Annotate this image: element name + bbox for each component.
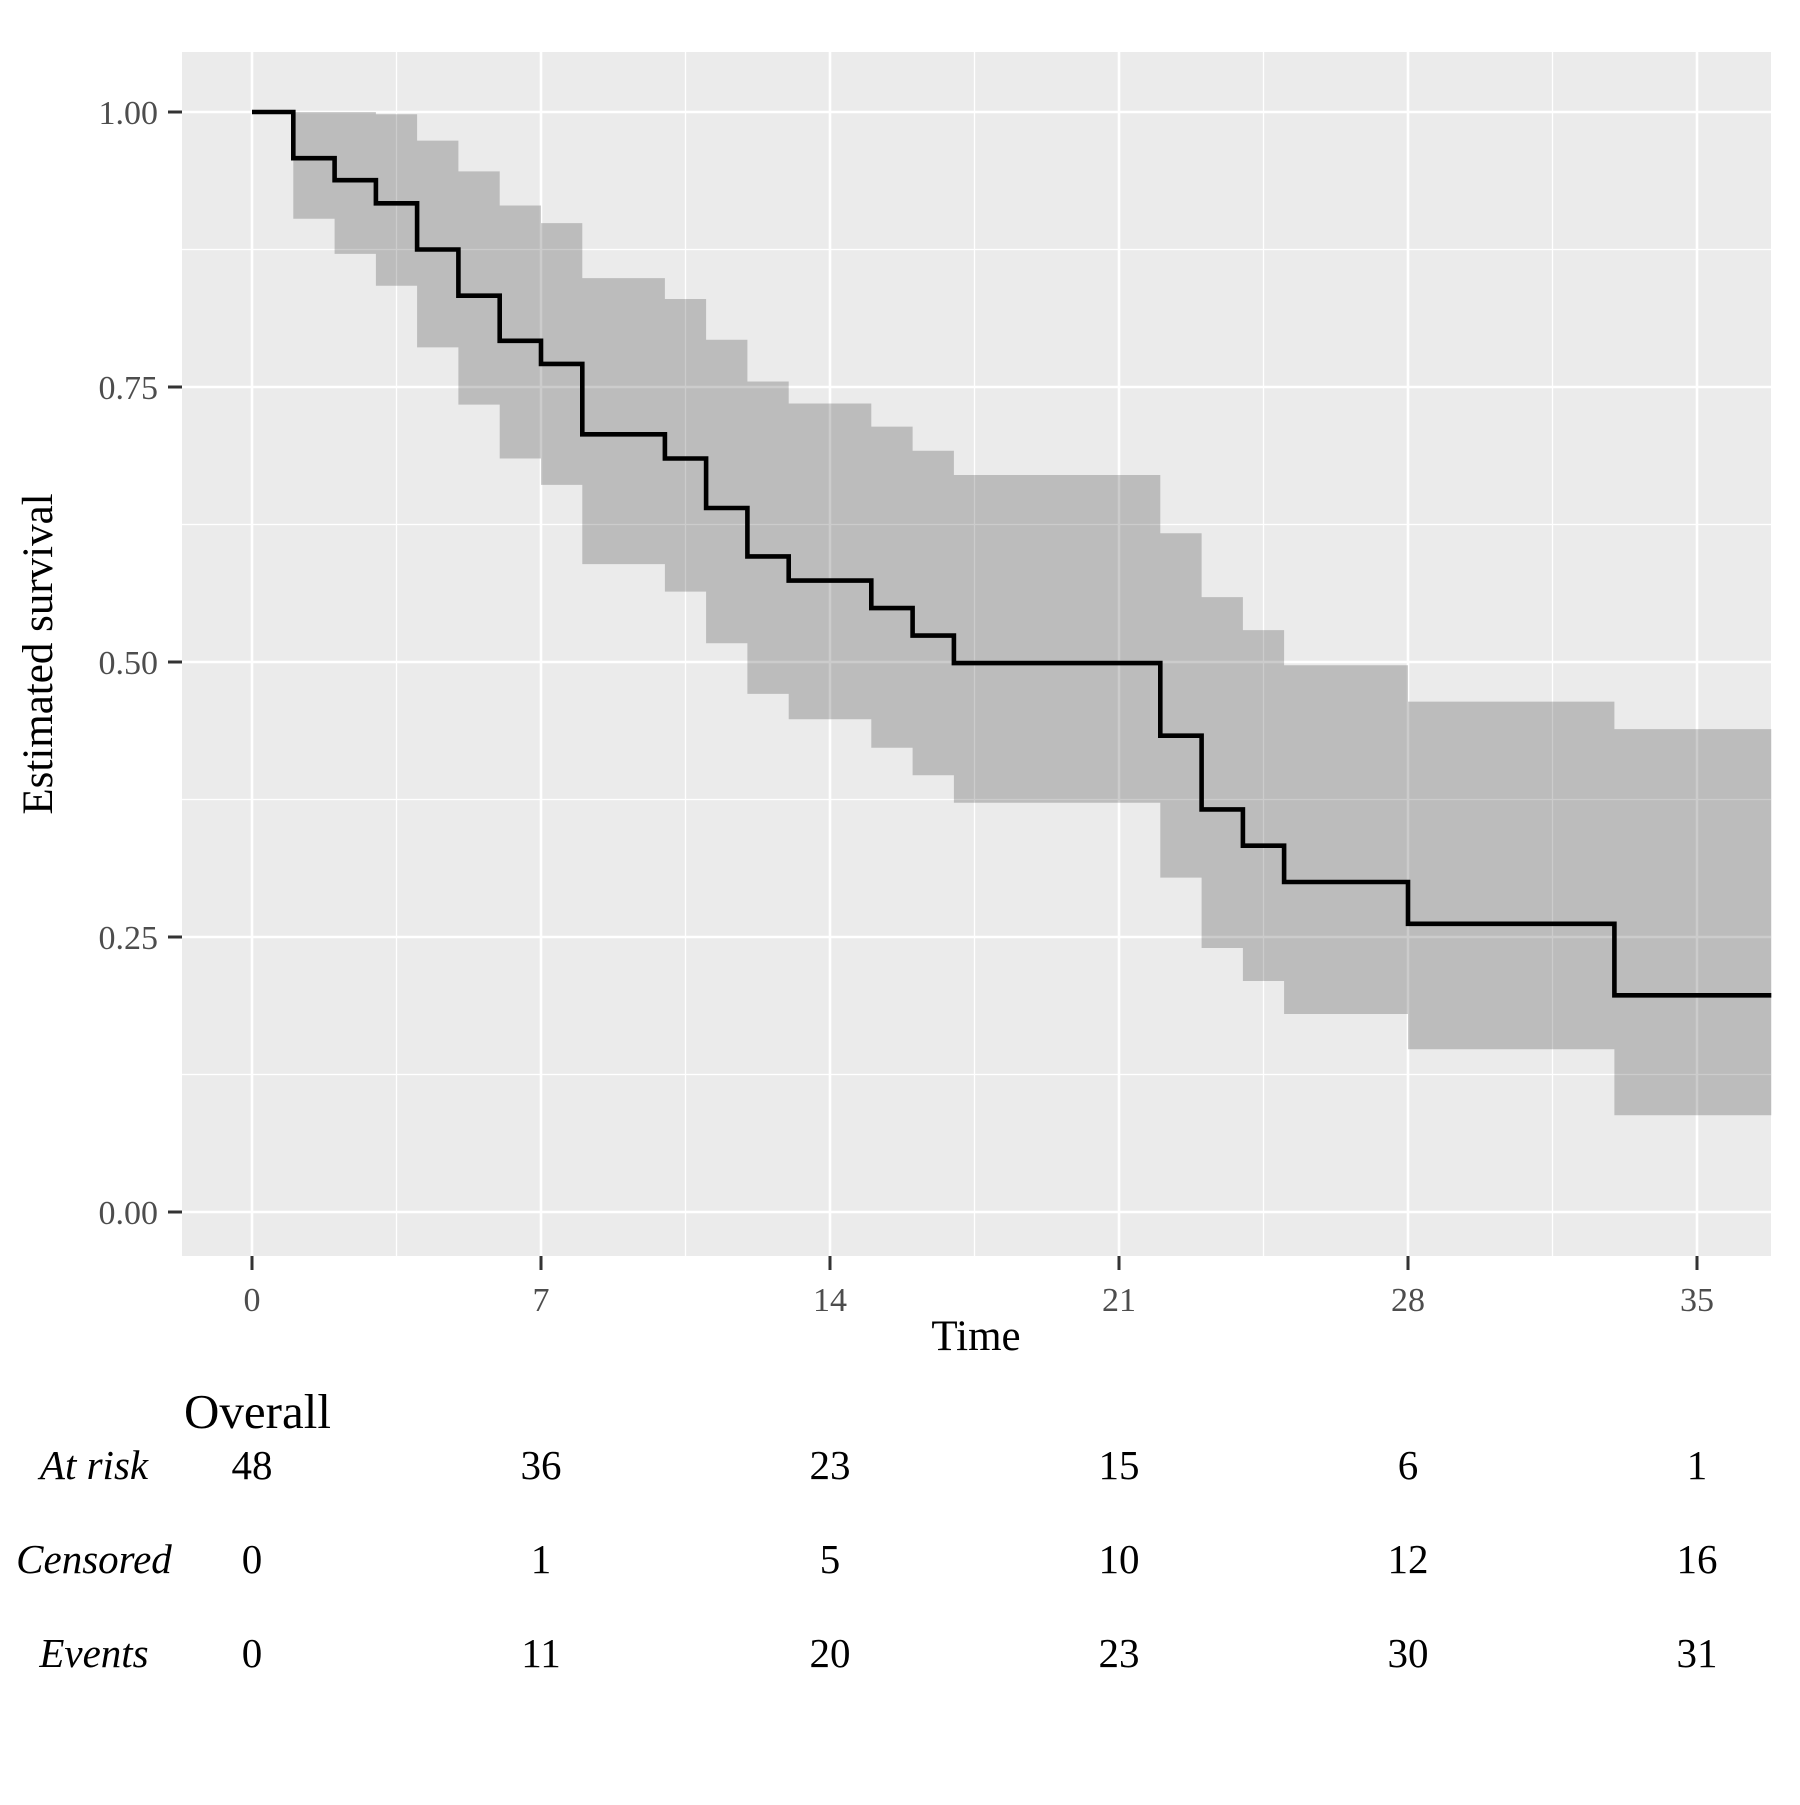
risk-table-value: 23 <box>810 1442 851 1488</box>
risk-row-label-censored: Censored <box>16 1536 172 1582</box>
data-layer <box>252 109 1772 1116</box>
risk-table-value: 12 <box>1388 1536 1429 1582</box>
risk-table-value: 0 <box>242 1536 263 1582</box>
y-axis-title: Estimated survival <box>15 493 62 814</box>
risk-table-value: 0 <box>242 1630 263 1676</box>
risk-table-value: 36 <box>521 1442 562 1488</box>
x-tick-label: 7 <box>533 1282 550 1319</box>
x-axis-title: Time <box>931 1313 1020 1360</box>
y-tick-label: 0.50 <box>99 645 159 682</box>
risk-table-value: 48 <box>232 1442 273 1488</box>
risk-table-value: 15 <box>1099 1442 1140 1488</box>
risk-table-value: 20 <box>810 1630 851 1676</box>
risk-table-value: 23 <box>1099 1630 1140 1676</box>
x-tick-label: 14 <box>813 1282 847 1319</box>
risk-table-value: 30 <box>1388 1630 1429 1676</box>
risk-table-value: 6 <box>1398 1442 1419 1488</box>
x-tick-label: 28 <box>1391 1282 1425 1319</box>
risk-table-value: 1 <box>1687 1442 1708 1488</box>
y-tick-label: 0.75 <box>99 370 159 407</box>
risk-table-values-layer: 48 36 23 15 6 10 1 5 10 12 160 11 20 23 30 31 <box>232 1442 1718 1676</box>
y-tick-label: 1.00 <box>99 95 159 132</box>
risk-table-value: 16 <box>1677 1536 1718 1582</box>
axis-layer: 0 7 14 21 28 35 1.00 0.75 0.50 0.25 0.00 <box>99 95 1715 1319</box>
x-tick-label: 21 <box>1102 1282 1136 1319</box>
x-tick-label: 0 <box>244 1282 261 1319</box>
survival-curve <box>252 109 1772 998</box>
plot-panel-layer <box>182 52 1771 1256</box>
risk-row-label-events: Events <box>38 1630 148 1676</box>
plot-panel <box>182 52 1771 1256</box>
risk-table-title: Overall <box>184 1384 331 1439</box>
y-tick-label: 0.00 <box>99 1195 159 1232</box>
confidence-band <box>293 112 1772 1116</box>
gridline-layer <box>182 52 1771 1256</box>
y-tick-label: 0.25 <box>99 920 159 957</box>
risk-table-value: 10 <box>1099 1536 1140 1582</box>
risk-table-value: 1 <box>531 1536 552 1582</box>
risk-table-value: 11 <box>521 1630 560 1676</box>
risk-table-value: 31 <box>1677 1630 1718 1676</box>
risk-table-value: 5 <box>820 1536 841 1582</box>
x-tick-label: 35 <box>1680 1282 1714 1319</box>
risk-row-label-at-risk: At risk <box>37 1442 149 1488</box>
